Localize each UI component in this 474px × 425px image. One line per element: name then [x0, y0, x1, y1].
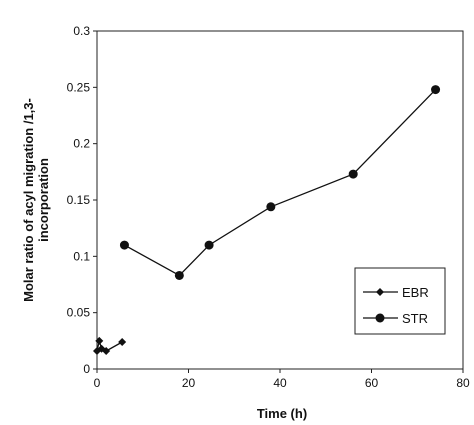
legend-marker-str: [375, 313, 385, 323]
x-axis-title: Time (h): [257, 406, 307, 421]
data-point-ebr: [102, 346, 111, 355]
x-tick-label: 40: [273, 376, 287, 390]
x-tick-label: 20: [182, 376, 196, 390]
data-point-str: [174, 270, 184, 280]
data-point-str: [204, 240, 214, 250]
series-line-str: [124, 89, 437, 277]
data-point-ebr: [95, 336, 104, 345]
data-point-str: [348, 169, 358, 179]
data-point-ebr: [118, 337, 127, 346]
legend-label-str: STR: [402, 311, 428, 326]
y-tick-label: 0.3: [73, 24, 90, 38]
series-layer: [93, 85, 441, 355]
x-axis: 0 20 40 60 80: [94, 369, 470, 390]
y-axis: 0 0.05 0.1 0.15 0.2 0.25 0.3: [67, 24, 97, 376]
y-tick-label: 0.15: [67, 193, 91, 207]
x-tick-label: 0: [94, 376, 101, 390]
y-tick-label: 0.05: [67, 306, 91, 320]
y-axis-title-line-1: Molar ratio of acyl migration /1,3-: [21, 98, 36, 302]
series-str: [119, 85, 441, 280]
data-point-str: [431, 85, 441, 95]
legend-marker-ebr: [376, 288, 384, 296]
series-ebr: [93, 336, 127, 355]
data-point-str: [119, 240, 129, 250]
y-tick-label: 0.2: [73, 137, 90, 151]
y-axis-title-line-2: incorporation: [36, 158, 51, 242]
data-point-str: [266, 202, 276, 212]
legend: EBR STR: [354, 267, 446, 335]
legend-label-ebr: EBR: [402, 285, 429, 300]
x-tick-label: 60: [365, 376, 379, 390]
y-tick-label: 0: [83, 362, 90, 376]
x-tick-label: 80: [456, 376, 470, 390]
y-tick-label: 0.25: [67, 80, 91, 94]
legend-box: [354, 267, 446, 335]
y-tick-label: 0.1: [73, 249, 90, 263]
